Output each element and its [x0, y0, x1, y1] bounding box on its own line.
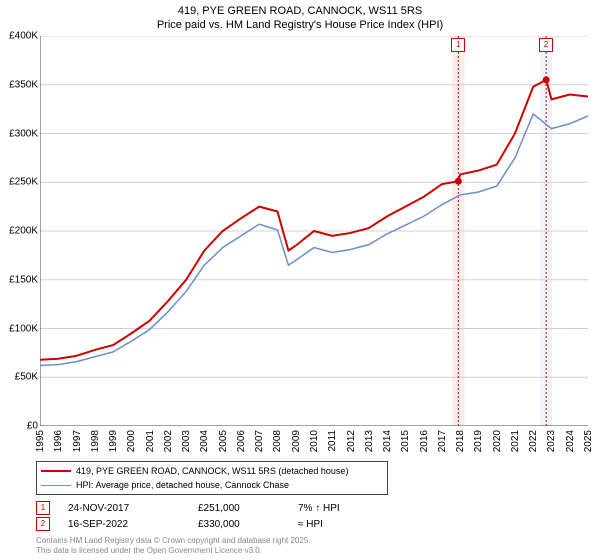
x-tick-label: 2013 — [364, 430, 375, 452]
marker-label-box: 2 — [539, 38, 553, 52]
chart-title-block: 419, PYE GREEN ROAD, CANNOCK, WS11 5RS P… — [0, 0, 600, 33]
transaction-row: 2 16-SEP-2022 £330,000 ≈ HPI — [36, 516, 388, 532]
attribution-line1: Contains HM Land Registry data © Crown c… — [36, 536, 311, 546]
x-tick-label: 2025 — [583, 430, 594, 452]
y-tick-label: £250K — [0, 177, 38, 188]
legend-row-price-paid: 419, PYE GREEN ROAD, CANNOCK, WS11 5RS (… — [41, 464, 383, 478]
x-tick-label: 2019 — [473, 430, 484, 452]
transaction-row: 1 24-NOV-2017 £251,000 7% ↑ HPI — [36, 500, 388, 516]
x-tick-label: 1995 — [35, 430, 46, 452]
x-tick-label: 2006 — [236, 430, 247, 452]
transaction-price: £251,000 — [198, 503, 298, 514]
x-tick-label: 2014 — [382, 430, 393, 452]
y-tick-label: £0 — [0, 421, 38, 432]
x-tick-label: 1997 — [72, 430, 83, 452]
x-tick-label: 2021 — [510, 430, 521, 452]
transaction-hpi: ≈ HPI — [298, 519, 388, 530]
marker-dot — [543, 76, 550, 83]
title-subtitle: Price paid vs. HM Land Registry's House … — [0, 18, 600, 32]
legend-row-hpi: HPI: Average price, detached house, Cann… — [41, 478, 383, 492]
x-tick-label: 2004 — [199, 430, 210, 452]
x-tick-label: 2010 — [309, 430, 320, 452]
transaction-hpi: 7% ↑ HPI — [298, 503, 388, 514]
y-tick-label: £200K — [0, 226, 38, 237]
x-tick-label: 2015 — [400, 430, 411, 452]
y-tick-label: £100K — [0, 323, 38, 334]
transaction-marker-box: 1 — [36, 501, 50, 515]
x-tick-label: 2008 — [272, 430, 283, 452]
x-tick-label: 2018 — [455, 430, 466, 452]
x-tick-label: 2011 — [327, 430, 338, 452]
y-tick-label: £300K — [0, 128, 38, 139]
x-tick-label: 2001 — [145, 430, 156, 452]
marker-dot — [455, 178, 462, 185]
x-tick-label: 2023 — [546, 430, 557, 452]
transaction-date: 24-NOV-2017 — [68, 503, 198, 514]
transaction-date: 16-SEP-2022 — [68, 519, 198, 530]
attribution: Contains HM Land Registry data © Crown c… — [36, 536, 311, 555]
transaction-price: £330,000 — [198, 519, 298, 530]
x-tick-label: 2012 — [346, 430, 357, 452]
x-tick-label: 2022 — [528, 430, 539, 452]
attribution-line2: This data is licensed under the Open Gov… — [36, 546, 311, 556]
series-line-price_paid — [40, 80, 588, 360]
legend-label-price-paid: 419, PYE GREEN ROAD, CANNOCK, WS11 5RS (… — [76, 466, 348, 476]
x-tick-label: 2000 — [126, 430, 137, 452]
chart-svg — [40, 36, 588, 426]
transaction-marker-box: 2 — [36, 517, 50, 531]
legend-label-hpi: HPI: Average price, detached house, Cann… — [76, 480, 289, 490]
x-tick-label: 2016 — [419, 430, 430, 452]
title-address: 419, PYE GREEN ROAD, CANNOCK, WS11 5RS — [0, 4, 600, 18]
x-tick-label: 2007 — [254, 430, 265, 452]
marker-label-box: 1 — [451, 38, 465, 52]
x-tick-label: 2003 — [181, 430, 192, 452]
x-tick-label: 2020 — [492, 430, 503, 452]
y-tick-label: £50K — [0, 372, 38, 383]
y-tick-label: £350K — [0, 79, 38, 90]
transactions-table: 1 24-NOV-2017 £251,000 7% ↑ HPI 2 16-SEP… — [36, 500, 388, 532]
series-line-hpi — [40, 114, 588, 366]
x-tick-label: 2002 — [163, 430, 174, 452]
legend-swatch-price-paid — [41, 470, 71, 472]
y-tick-label: £400K — [0, 31, 38, 42]
chart-plot-area: £0£50K£100K£150K£200K£250K£300K£350K£400… — [40, 36, 588, 426]
legend: 419, PYE GREEN ROAD, CANNOCK, WS11 5RS (… — [36, 461, 388, 495]
x-tick-label: 2009 — [291, 430, 302, 452]
x-tick-label: 1999 — [108, 430, 119, 452]
x-tick-label: 2024 — [565, 430, 576, 452]
x-tick-label: 1996 — [53, 430, 64, 452]
x-tick-label: 2017 — [437, 430, 448, 452]
x-tick-label: 1998 — [90, 430, 101, 452]
x-tick-label: 2005 — [218, 430, 229, 452]
legend-swatch-hpi — [41, 485, 71, 486]
y-tick-label: £150K — [0, 274, 38, 285]
